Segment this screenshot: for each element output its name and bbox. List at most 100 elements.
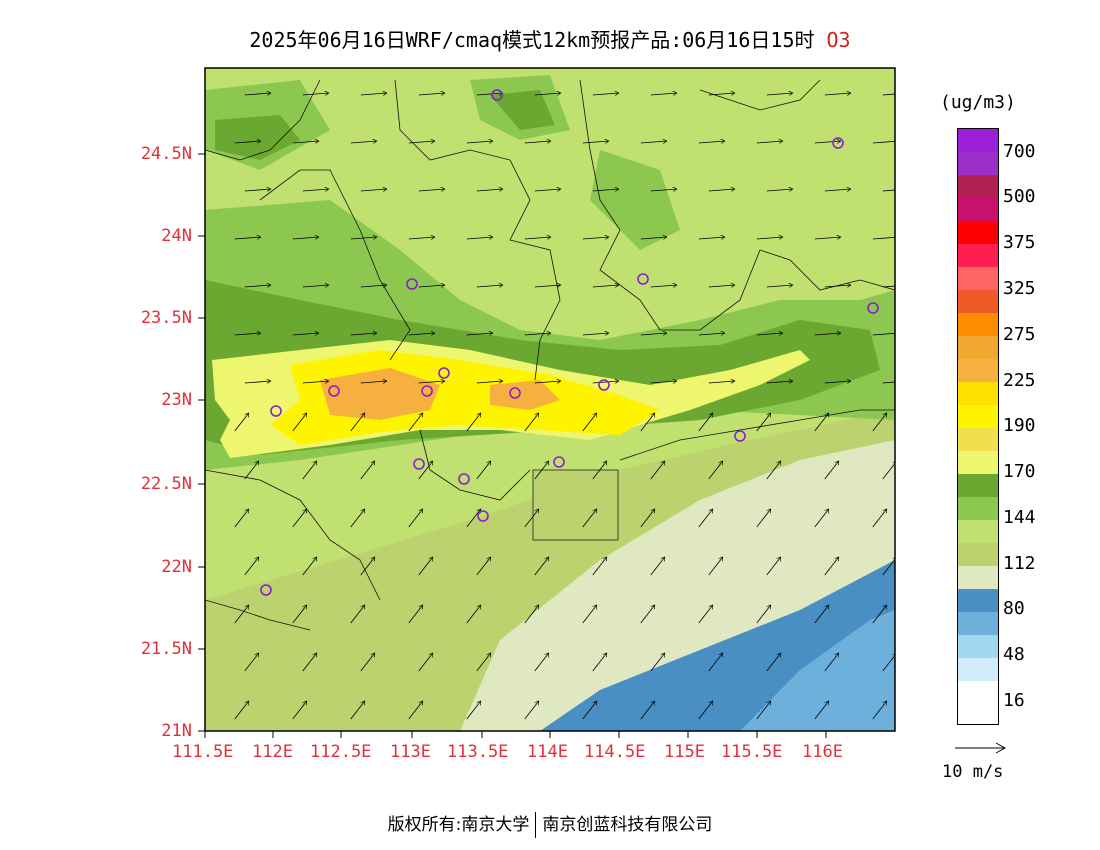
wind-arrow — [650, 461, 665, 480]
station-marker — [406, 278, 418, 290]
lon-label-114-5: 114.5E — [584, 742, 646, 762]
legend-swatch — [958, 543, 998, 566]
wind-arrow — [824, 461, 839, 480]
wind-arrow — [302, 381, 329, 383]
wind-arrow — [650, 189, 677, 191]
wind-arrow — [756, 701, 771, 720]
wind-arrow — [302, 461, 317, 480]
wind-arrow — [582, 701, 597, 720]
wind-arrow — [524, 333, 551, 335]
wind-arrow — [650, 285, 677, 287]
wind-arrow — [592, 285, 619, 287]
footer-divider — [535, 812, 537, 838]
legend-swatch — [958, 612, 998, 635]
legend-swatch — [958, 129, 998, 152]
lon-label-111-5: 111.5E — [172, 742, 234, 762]
wind-arrow — [244, 461, 259, 480]
wind-arrow — [756, 237, 783, 239]
legend-label-190: 190 — [1003, 415, 1036, 436]
band-160-nw — [215, 115, 300, 160]
wind-arrow — [350, 509, 365, 528]
wind-arrow — [824, 557, 839, 576]
wind-arrow — [524, 413, 539, 432]
color-legend — [957, 128, 999, 725]
legend-label-375: 375 — [1003, 232, 1036, 253]
legend-swatch — [958, 635, 998, 658]
wind-arrow — [650, 381, 677, 383]
monitoring-stations — [260, 89, 879, 596]
lat-label-24-5: 24.5N — [140, 144, 192, 164]
wind-arrow — [234, 605, 249, 624]
wind-arrow — [302, 653, 317, 672]
lon-label-116: 116E — [802, 742, 843, 762]
legend-swatch — [958, 152, 998, 175]
wind-arrow — [814, 333, 841, 335]
station-marker — [260, 584, 272, 596]
legend-swatch — [958, 520, 998, 543]
legend-swatch — [958, 290, 998, 313]
wind-arrow — [650, 93, 677, 95]
wind-arrow — [408, 701, 423, 720]
wind-arrow — [756, 141, 783, 143]
legend-label-225: 225 — [1003, 370, 1036, 391]
wind-arrow — [708, 461, 723, 480]
wind-arrow — [418, 285, 445, 287]
wind-arrow — [814, 509, 829, 528]
wind-arrow — [476, 653, 491, 672]
legend-swatch — [958, 497, 998, 520]
legend-label-16: 16 — [1003, 690, 1025, 711]
wind-arrow — [360, 557, 375, 576]
wind-arrow — [244, 93, 271, 95]
wind-arrow — [592, 653, 607, 672]
wind-arrow — [582, 333, 609, 335]
wind-arrow — [350, 701, 365, 720]
wind-arrow — [640, 605, 655, 624]
copyright-footer: 版权所有:南京大学 南京创蓝科技有限公司 — [0, 810, 1100, 838]
wind-arrow — [708, 189, 735, 191]
wind-arrow — [476, 285, 503, 287]
wind-arrow — [756, 413, 771, 432]
legend-swatch — [958, 382, 998, 405]
map-title: 2025年06月16日WRF/cmaq模式12km预报产品:06月16日15时 O… — [0, 24, 1100, 53]
wind-arrow — [476, 189, 503, 191]
station-marker — [438, 367, 450, 379]
wind-arrow — [756, 333, 783, 335]
wind-arrow — [360, 461, 375, 480]
admin-boundaries — [205, 79, 895, 631]
wind-arrow — [640, 413, 655, 432]
station-marker — [491, 89, 503, 101]
legend-swatch — [958, 267, 998, 290]
wind-arrow — [592, 557, 607, 576]
legend-unit: (ug/m3) — [940, 92, 1016, 113]
wind-arrow — [766, 653, 781, 672]
wind-arrow — [698, 141, 725, 143]
band-225-w — [320, 368, 440, 420]
wind-arrow — [640, 237, 667, 239]
wind-arrow — [766, 93, 793, 95]
wind-arrow — [756, 605, 771, 624]
station-marker — [458, 473, 470, 485]
wind-arrow — [418, 381, 445, 383]
legend-swatch — [958, 589, 998, 612]
wind-arrow — [408, 413, 423, 432]
wind-arrow — [302, 285, 329, 287]
lat-label-24: 24N — [161, 226, 192, 246]
legend-swatch — [958, 474, 998, 497]
station-marker — [413, 458, 425, 470]
wind-arrow — [360, 93, 387, 95]
wind-reference-label: 10 m/s — [942, 762, 1004, 782]
station-marker — [832, 137, 844, 149]
legend-label-275: 275 — [1003, 324, 1036, 345]
wind-arrow — [476, 461, 491, 480]
wind-arrow — [766, 189, 793, 191]
wind-arrow — [350, 141, 377, 143]
station-marker — [270, 405, 282, 417]
wind-arrow — [534, 653, 549, 672]
station-marker — [328, 385, 340, 397]
wind-arrow — [582, 237, 609, 239]
legend-label-112: 112 — [1003, 553, 1036, 574]
wind-arrow — [350, 237, 377, 239]
lat-label-22: 22N — [161, 557, 192, 577]
legend-label-80: 80 — [1003, 598, 1025, 619]
wind-arrow — [534, 93, 561, 95]
